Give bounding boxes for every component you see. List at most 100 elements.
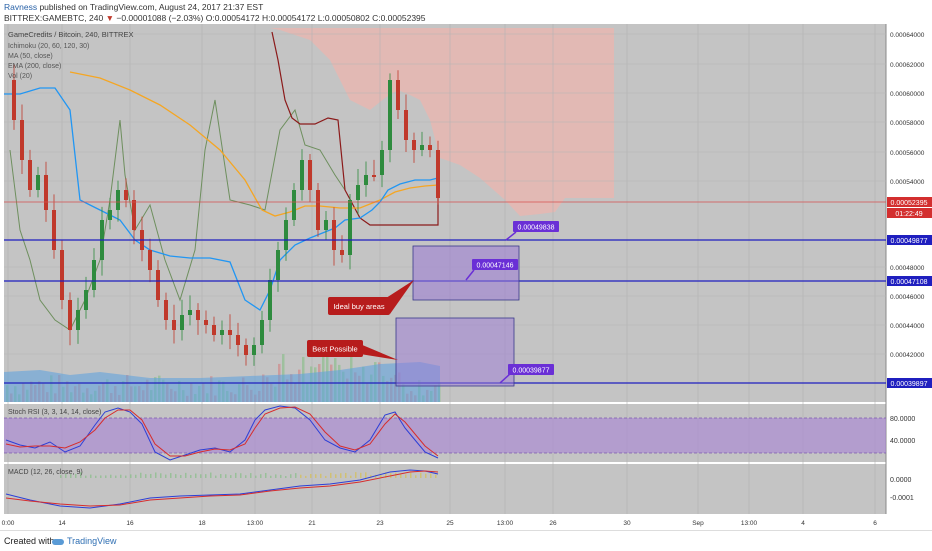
macd-bar (105, 475, 107, 478)
macd-bar (150, 473, 152, 478)
macd-bar (140, 472, 142, 478)
macd-bar (290, 474, 292, 478)
stoch-label[interactable]: Stoch RSI (3, 3, 14, 14, close) (8, 409, 101, 416)
price-tick: 0.00044000 (890, 323, 925, 330)
ichimoku-base-line (271, 31, 439, 226)
footer-bar: Created with TradingView (0, 530, 932, 551)
candle-body (268, 280, 272, 320)
price-tick: 0.00048000 (890, 265, 925, 272)
candle-body (124, 190, 128, 200)
price-tick: 0.00046000 (890, 294, 925, 301)
price-tick: 0.00060000 (890, 91, 925, 98)
candle-body (20, 120, 24, 160)
candle-body (404, 110, 408, 140)
candle-body (332, 220, 336, 250)
macd-bar (345, 472, 347, 478)
macd-bar (370, 475, 372, 478)
macd-bar (125, 475, 127, 478)
time-tick: 25 (446, 520, 454, 527)
time-tick: 13:00 (247, 520, 264, 527)
macd-bar (115, 475, 117, 478)
price-tag-2[interactable]: 0.00047146 (465, 259, 518, 281)
macd-tick-neg: -0.0001 (890, 495, 914, 502)
best-buy-zone[interactable] (395, 317, 515, 387)
price-tick: 0.00056000 (890, 150, 925, 157)
macd-bar (420, 472, 422, 478)
time-tick: 26 (549, 520, 557, 527)
macd-bar (430, 473, 432, 478)
candle-body (132, 200, 136, 230)
time-scale[interactable] (0, 514, 932, 530)
candle-body (236, 335, 240, 345)
candle-body (260, 320, 264, 345)
macd-bar (145, 474, 147, 478)
legend-ma[interactable]: MA (50, close) (8, 53, 53, 60)
price-scale[interactable] (886, 24, 932, 514)
time-tick: 30 (623, 520, 631, 527)
author-link[interactable]: Ravness (4, 2, 38, 12)
candle-body (228, 330, 232, 335)
price-tag-2-text: 0.00047146 (477, 263, 514, 270)
legend-ema[interactable]: EMA (200, close) (8, 63, 61, 70)
macd-bar (360, 472, 362, 478)
macd-bar (190, 474, 192, 478)
macd-bar (320, 473, 322, 478)
ideal-buy-zone[interactable] (412, 245, 520, 301)
macd-bar (245, 475, 247, 478)
symbol-line: BITTREX:GAMEBTC, 240 ▼ −0.00001088 (−2.0… (4, 13, 426, 23)
time-tick: 13:00 (497, 520, 514, 527)
macd-bar (380, 474, 382, 478)
chart-canvas[interactable]: 0.00049838 0.00047146 0.00039877 Ideal b… (0, 24, 932, 530)
published-text: published on TradingView.com, August 24,… (39, 2, 264, 12)
candle-body (388, 80, 392, 150)
macd-label[interactable]: MACD (12, 26, close, 9) (8, 469, 83, 476)
legend-ichimoku[interactable]: Ichimoku (20, 60, 120, 30) (8, 43, 89, 50)
price-tick: 0.00064000 (890, 32, 925, 39)
macd-tick-0: 0.0000 (890, 477, 912, 484)
candle-body (148, 250, 152, 270)
macd-bar (260, 474, 262, 478)
candle-body (76, 310, 80, 330)
macd-bar (340, 473, 342, 478)
candle-body (348, 200, 352, 255)
macd-bar (225, 474, 227, 478)
macd-bar (80, 472, 82, 478)
ideal-buy-callout[interactable]: Ideal buy areas (328, 280, 414, 315)
best-possible-callout[interactable]: Best Possible (307, 340, 398, 360)
macd-bar (250, 473, 252, 478)
candle-body (92, 260, 96, 290)
stoch-tick-40: 40.0000 (890, 438, 915, 445)
tradingview-logo[interactable]: TradingView (52, 536, 117, 546)
price-tag-3[interactable]: 0.00039877 (499, 364, 554, 384)
candle-body (28, 160, 32, 190)
time-tick: Sep (692, 520, 704, 527)
last-price-badge: 0.00052395 01:22:49 (887, 197, 932, 218)
volume-ma-area (4, 362, 440, 402)
macd-bar (65, 474, 67, 478)
macd-bar (400, 474, 402, 478)
candle-body (172, 320, 176, 330)
stoch-tick-80: 80.0000 (890, 416, 915, 423)
candle-body (220, 330, 224, 335)
macd-bar (350, 475, 352, 478)
candle-body (60, 250, 64, 300)
macd-bar (330, 472, 332, 478)
macd-bar (355, 472, 357, 478)
macd-bar (325, 475, 327, 478)
macd-bar (385, 472, 387, 478)
price-tag-1[interactable]: 0.00049838 (505, 221, 559, 241)
macd-pane[interactable] (4, 464, 886, 514)
stoch-k-line (5, 405, 439, 461)
candle-body (204, 320, 208, 325)
candle-body (36, 175, 40, 190)
legend-vol[interactable]: Vol (20) (8, 73, 32, 80)
candle-body (180, 315, 184, 330)
candle-body (188, 310, 192, 315)
macd-bar (310, 474, 312, 478)
time-tick: 23 (376, 520, 384, 527)
candle-body (364, 175, 368, 185)
candle-body (292, 190, 296, 220)
candle-body (284, 220, 288, 250)
ohlc-text: O:0.00054172 H:0.00054172 L:0.00050802 C… (205, 13, 426, 23)
macd-bar (175, 474, 177, 478)
